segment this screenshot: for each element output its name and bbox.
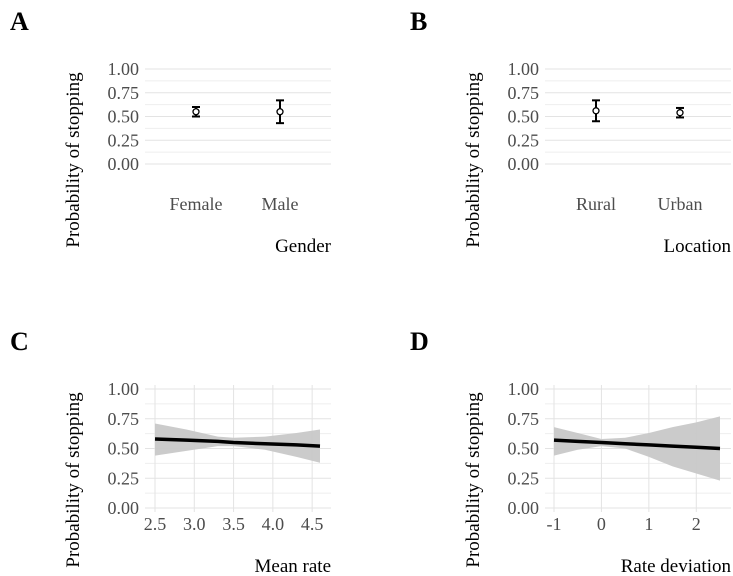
- panel-letter: B: [410, 7, 427, 36]
- y-tick-label: 1.00: [108, 59, 140, 79]
- y-tick-label: 0.75: [508, 409, 540, 429]
- y-tick-label: 0.25: [508, 468, 540, 488]
- panel-a: A 0.00 0.25 0.50 0.75 1.00 Female Male Gender…: [10, 7, 332, 257]
- y-tick-label: 1.00: [108, 379, 140, 399]
- x-axis-title: Rate deviation: [621, 556, 732, 576]
- y-tick-label: 0.75: [108, 83, 140, 103]
- y-tick-label: 0.00: [508, 498, 540, 518]
- y-tick-label: 0.50: [108, 439, 140, 459]
- x-axis-title: Gender: [275, 236, 332, 257]
- y-tick-label: 0.50: [508, 439, 540, 459]
- y-tick-label: 0.75: [508, 83, 540, 103]
- data-point: [592, 107, 600, 115]
- y-axis-title: Probability of stopping: [63, 72, 84, 248]
- x-tick-label: 4.0: [262, 514, 285, 534]
- x-tick-label: 1: [644, 514, 653, 534]
- y-axis-title: Probability of stopping: [463, 392, 484, 568]
- panel-b: B 0.00 0.25 0.50 0.75 1.00 Rural Urban Locati…: [410, 7, 731, 257]
- x-axis-title: Location: [663, 236, 731, 257]
- x-tick-label: Rural: [576, 194, 616, 214]
- y-tick-label: 0.25: [108, 468, 140, 488]
- x-tick-label: Female: [170, 194, 223, 214]
- x-tick-label: 3.5: [222, 514, 245, 534]
- panel-letter: A: [10, 7, 29, 36]
- y-axis-title: Probability of stopping: [63, 392, 84, 568]
- data-point: [676, 109, 684, 117]
- fit-line: [154, 437, 321, 448]
- y-tick-label: 1.00: [508, 59, 540, 79]
- y-tick-label: 0.50: [508, 107, 540, 127]
- y-tick-label: 0.00: [108, 154, 140, 174]
- fit-line: [553, 438, 721, 451]
- x-axis-title: Mean rate: [255, 556, 331, 576]
- y-tick-label: 1.00: [508, 379, 540, 399]
- panel-letter: D: [410, 327, 429, 356]
- y-tick-label: 0.25: [508, 130, 540, 150]
- y-tick-label: 0.25: [108, 130, 140, 150]
- x-tick-label: 4.5: [301, 514, 324, 534]
- panel-c: C 0.00 0.25 0.50 0.75 1.00 2.5 3.0 3.5 4.0 4.5 M…: [10, 327, 331, 576]
- confidence-band: [554, 416, 720, 481]
- x-tick-label: 2: [692, 514, 701, 534]
- data-point: [192, 108, 200, 116]
- x-tick-label: -1: [547, 514, 562, 534]
- panel-d: D 0.00 0.25 0.50 0.75 1.00 -1 0 1 2 Rate deviat…: [410, 327, 731, 576]
- x-tick-label: Male: [262, 194, 299, 214]
- y-tick-label: 0.50: [108, 107, 140, 127]
- y-tick-label: 0.00: [108, 498, 140, 518]
- y-tick-label: 0.00: [508, 154, 540, 174]
- x-tick-label: Urban: [658, 194, 703, 214]
- x-tick-label: 0: [597, 514, 606, 534]
- panel-letter: C: [10, 327, 29, 356]
- x-tick-label: 2.5: [144, 514, 167, 534]
- data-point: [276, 108, 284, 116]
- x-tick-label: 3.0: [183, 514, 206, 534]
- y-axis-title: Probability of stopping: [463, 72, 484, 248]
- y-tick-label: 0.75: [108, 409, 140, 429]
